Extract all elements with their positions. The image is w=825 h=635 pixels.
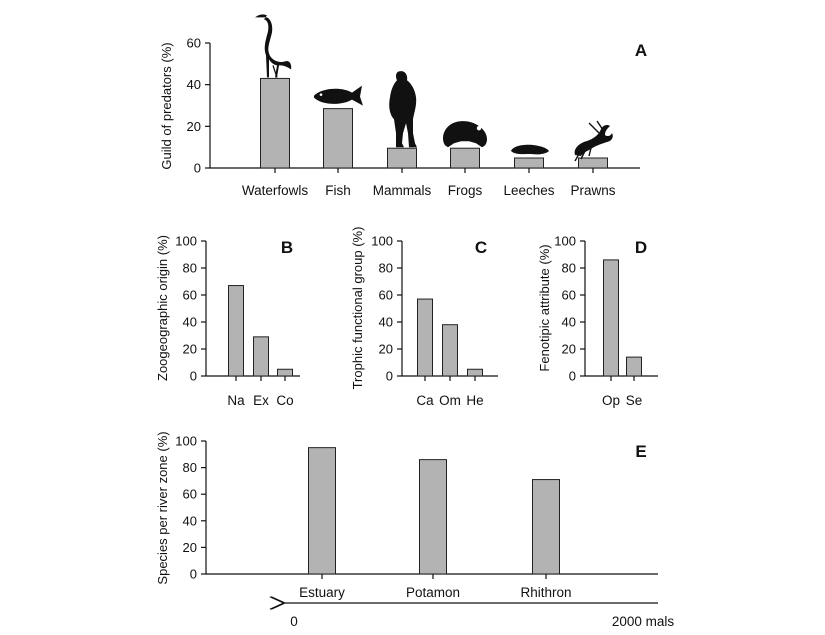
y-axis-label: Trophic functional group (%) xyxy=(350,227,365,390)
y-tick-label: 0 xyxy=(190,369,197,384)
y-tick-label: 20 xyxy=(187,119,201,134)
bar-frogs xyxy=(450,147,480,169)
category-label: Potamon xyxy=(406,585,460,600)
category-label: Waterfowls xyxy=(242,183,309,198)
panel-letter: C xyxy=(475,238,487,257)
category-label: Co xyxy=(276,393,293,408)
bar-rhithron xyxy=(532,479,560,575)
bar-potamon xyxy=(419,459,447,575)
y-tick-label: 20 xyxy=(183,540,197,555)
category-label: Prawns xyxy=(570,183,615,198)
y-tick-label: 80 xyxy=(562,261,576,276)
bar-he xyxy=(467,368,483,377)
y-tick-label: 60 xyxy=(183,288,197,303)
y-axis-label: Fenotipic attribute (%) xyxy=(537,244,552,371)
arrow-end-label: 2000 mals xyxy=(612,614,675,629)
y-tick-label: 20 xyxy=(183,342,197,357)
y-tick-label: 60 xyxy=(379,288,393,303)
y-tick-label: 0 xyxy=(569,369,576,384)
y-tick-label: 0 xyxy=(194,161,201,176)
category-label: Ca xyxy=(416,393,434,408)
mammal-icon xyxy=(389,71,417,148)
bar-om xyxy=(442,324,458,377)
bar-se xyxy=(626,356,642,377)
panel-letter: B xyxy=(281,238,293,257)
y-tick-label: 60 xyxy=(562,288,576,303)
category-label: Frogs xyxy=(448,183,483,198)
bar-op xyxy=(603,259,619,377)
bar-fish xyxy=(323,108,353,169)
y-tick-label: 100 xyxy=(371,234,393,249)
y-tick-label: 100 xyxy=(175,234,197,249)
bar-na xyxy=(228,285,244,377)
panel-c: 0 20 40 60 80 100 Trophic functional group (%)… xyxy=(350,227,498,408)
frog-icon xyxy=(443,121,487,148)
leech-icon xyxy=(511,144,549,155)
arrow-start-label: 0 xyxy=(290,614,298,629)
bar-estuary xyxy=(308,447,336,575)
y-tick-label: 40 xyxy=(379,315,393,330)
category-label: Leeches xyxy=(503,183,554,198)
y-axis-label: Zoogeographic origin (%) xyxy=(155,235,170,381)
y-tick-label: 80 xyxy=(379,261,393,276)
panel-a: 0 20 40 60 Guild of predators (%) A Waterfowls… xyxy=(159,14,647,198)
bar-co xyxy=(277,368,293,377)
panel-letter: D xyxy=(635,238,647,257)
panel-e: 0 20 40 60 80 100 Species per river zone (%) E E… xyxy=(155,431,658,600)
fish-icon xyxy=(314,85,363,106)
y-tick-label: 80 xyxy=(183,261,197,276)
y-axis-label: Species per river zone (%) xyxy=(155,431,170,584)
bar-prawns xyxy=(578,157,608,169)
y-tick-label: 0 xyxy=(386,369,393,384)
y-tick-label: 60 xyxy=(187,36,201,51)
category-label: Mammals xyxy=(373,183,432,198)
y-tick-label: 40 xyxy=(183,315,197,330)
bar-leeches xyxy=(514,157,544,169)
category-label: Op xyxy=(602,393,620,408)
prawn-icon xyxy=(574,120,613,162)
category-label: Se xyxy=(626,393,643,408)
heron-icon xyxy=(255,14,292,78)
y-tick-label: 20 xyxy=(562,342,576,357)
distance-arrow: 0 2000 mals xyxy=(283,603,674,629)
category-label: Fish xyxy=(325,183,351,198)
panel-letter: A xyxy=(635,41,647,60)
category-label: Na xyxy=(227,393,245,408)
y-tick-label: 60 xyxy=(183,487,197,502)
y-tick-label: 40 xyxy=(187,77,201,92)
category-label: Om xyxy=(439,393,461,408)
panel-b: 0 20 40 60 80 100 Zoogeographic origin (%) B Na E… xyxy=(155,234,300,408)
y-tick-label: 0 xyxy=(190,567,197,582)
category-label: Ex xyxy=(253,393,269,408)
bar-waterfowls xyxy=(260,77,290,169)
y-tick-label: 100 xyxy=(554,234,576,249)
y-tick-label: 100 xyxy=(175,434,197,449)
y-axis-label: Guild of predators (%) xyxy=(159,42,174,169)
bar-ca xyxy=(417,298,433,377)
y-tick-label: 80 xyxy=(183,460,197,475)
y-tick-label: 40 xyxy=(183,513,197,528)
category-label: Rhithron xyxy=(520,585,571,600)
y-tick-label: 20 xyxy=(379,342,393,357)
panel-letter: E xyxy=(635,442,646,461)
category-label: Estuary xyxy=(299,585,345,600)
y-tick-label: 40 xyxy=(562,315,576,330)
bar-mammals xyxy=(387,147,417,169)
category-label: He xyxy=(466,393,483,408)
bar-ex xyxy=(253,336,269,377)
